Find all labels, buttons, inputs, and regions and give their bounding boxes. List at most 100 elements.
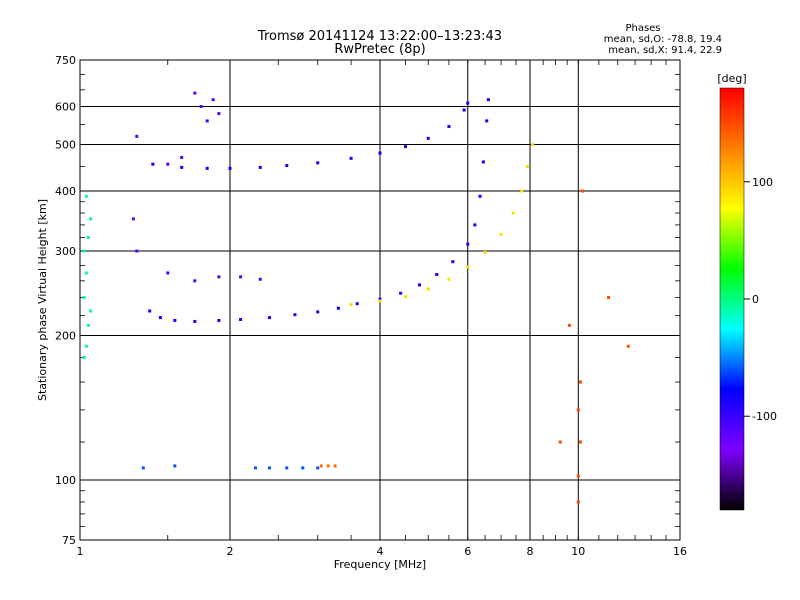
data-point	[499, 232, 503, 236]
data-point	[462, 108, 466, 112]
data-point	[378, 151, 382, 155]
data-point	[435, 273, 439, 277]
data-point	[193, 91, 197, 95]
x-tick-label: 10	[571, 545, 585, 558]
data-point	[607, 296, 611, 300]
chart-subtitle: RwPretec (8p)	[334, 42, 425, 57]
data-point	[319, 464, 323, 468]
chart-title: Tromsø 20141124 13:22:00–13:23:43	[257, 29, 502, 44]
axis-ticks	[79, 59, 681, 541]
y-tick-label: 750	[55, 54, 76, 67]
grid-lines	[80, 60, 680, 540]
data-point	[578, 440, 582, 444]
data-point	[89, 217, 93, 221]
y-tick-label: 500	[55, 139, 76, 152]
stats-line-o: mean, sd,O: -78.8, 19.4	[604, 34, 722, 45]
data-point	[349, 156, 353, 160]
data-point	[417, 283, 421, 287]
stats-line-x: mean, sd,X: 91.4, 22.9	[608, 45, 722, 56]
data-point	[239, 317, 243, 321]
data-point	[82, 355, 86, 359]
data-point	[267, 316, 271, 320]
data-point	[511, 211, 515, 215]
data-point	[451, 260, 455, 264]
data-point	[447, 125, 451, 129]
data-point	[520, 189, 524, 193]
data-point	[84, 271, 88, 275]
data-point	[158, 316, 162, 320]
data-point	[293, 313, 297, 317]
data-point	[576, 500, 580, 504]
data-point	[578, 380, 582, 384]
data-point	[466, 242, 470, 246]
x-tick-labels: 1 2 4 6 8 10 16	[77, 545, 688, 558]
y-tick-label: 300	[55, 245, 76, 258]
colorbar-tick-label: 100	[752, 176, 773, 189]
data-point	[355, 302, 359, 306]
data-point	[466, 265, 470, 269]
y-tick-labels: 75 100 200 300 400 500 600 750	[55, 54, 76, 547]
data-point	[193, 279, 197, 283]
data-point	[180, 155, 184, 159]
data-point	[217, 275, 221, 279]
colorbar	[719, 87, 745, 511]
data-point	[148, 309, 152, 313]
data-point	[486, 98, 490, 102]
data-point	[258, 165, 262, 169]
colorbar-label: [deg]	[717, 72, 746, 85]
data-point	[378, 299, 382, 303]
data-point	[135, 134, 139, 138]
data-point	[576, 408, 580, 412]
data-point	[135, 249, 139, 253]
data-point	[333, 464, 337, 468]
x-axis-label: Frequency [MHz]	[334, 558, 426, 571]
data-point	[301, 466, 305, 470]
data-point	[466, 101, 470, 105]
data-point	[326, 464, 330, 468]
data-point	[399, 291, 403, 295]
data-point	[86, 236, 90, 240]
data-point	[193, 319, 197, 323]
data-point	[267, 466, 271, 470]
data-point	[84, 194, 88, 198]
colorbar-ticks: 100 0 -100	[744, 176, 777, 423]
data-point	[473, 223, 477, 227]
data-point	[403, 295, 407, 299]
data-point	[89, 309, 93, 313]
data-point	[84, 344, 88, 348]
data-point	[285, 164, 289, 168]
x-tick-label: 8	[527, 545, 534, 558]
data-point	[481, 160, 485, 164]
data-point	[205, 166, 209, 170]
data-point	[217, 318, 221, 322]
y-tick-label: 200	[55, 330, 76, 343]
data-point	[316, 466, 320, 470]
y-tick-label: 600	[55, 101, 76, 114]
data-point	[626, 344, 630, 348]
data-point	[217, 112, 221, 116]
data-point	[336, 306, 340, 310]
data-point	[239, 275, 243, 279]
y-tick-label: 100	[55, 474, 76, 487]
stats-heading: Phases	[625, 23, 660, 34]
x-tick-label: 16	[673, 545, 687, 558]
data-point	[173, 318, 177, 322]
data-point	[173, 464, 177, 468]
data-point	[141, 466, 145, 470]
data-point	[447, 277, 451, 281]
data-point	[199, 105, 203, 109]
data-point	[426, 287, 430, 291]
data-point	[403, 145, 407, 149]
data-point	[253, 466, 257, 470]
y-tick-label: 75	[62, 534, 76, 547]
y-axis-label: Stationary phase Virtual Height [km]	[36, 199, 49, 401]
data-point	[531, 143, 535, 147]
data-point	[483, 250, 487, 254]
x-tick-label: 6	[464, 545, 471, 558]
data-point	[316, 161, 320, 165]
data-point	[576, 474, 580, 478]
scatter-points	[82, 91, 630, 504]
data-point	[285, 466, 289, 470]
data-point	[485, 119, 489, 123]
